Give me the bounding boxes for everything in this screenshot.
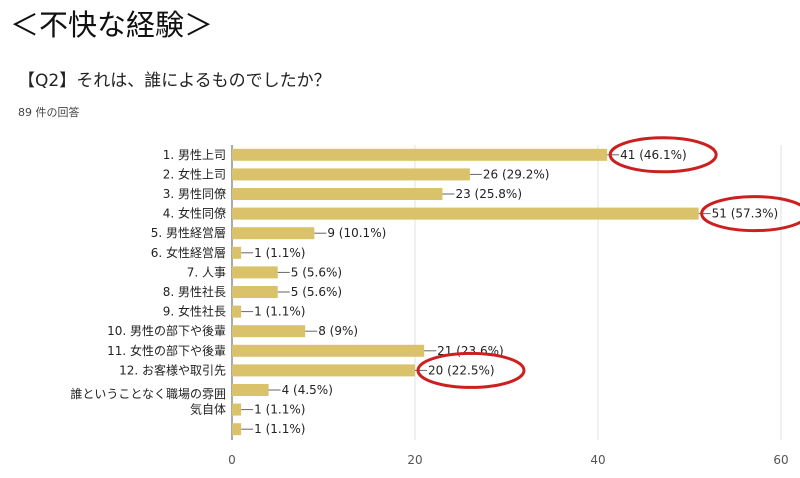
highlight-ellipse (700, 195, 800, 233)
bar (232, 344, 425, 357)
data-label: 41 (46.1%) (620, 148, 687, 162)
data-label: 1 (1.1%) (254, 422, 305, 436)
category-label: 2. 女性上司 (163, 166, 226, 181)
x-tick-label: 0 (228, 453, 236, 467)
data-label: 8 (9%) (318, 324, 358, 338)
data-label: 1 (1.1%) (254, 403, 305, 417)
bar (232, 325, 306, 338)
category-label: 4. 女性同僚 (163, 206, 226, 221)
page-title: ＜不快な経験＞ (10, 8, 214, 42)
category-label: 8. 男性社長 (163, 284, 226, 299)
bar (232, 188, 443, 200)
data-label: 51 (57.3%) (712, 207, 779, 221)
category-label: 3. 男性同僚 (163, 186, 226, 201)
category-label: 誰ということなく職場の雰囲 (70, 386, 226, 401)
bar (232, 266, 278, 279)
data-label: 20 (22.5%) (428, 363, 495, 377)
x-tick-label: 20 (407, 453, 422, 467)
category-label: 気自体 (190, 402, 226, 417)
bar (232, 384, 269, 396)
bar (232, 364, 415, 377)
highlight-ellipse (608, 136, 718, 174)
category-label: 5. 男性経営層 (151, 226, 226, 240)
data-label: 1 (1.1%) (254, 246, 305, 260)
category-label: 10. 男性の部下や後輩 (107, 323, 226, 338)
bar (232, 148, 608, 161)
bar (232, 423, 242, 436)
data-label: 1 (1.1%) (254, 305, 305, 319)
highlight-ellipse (416, 351, 526, 389)
category-label: 6. 女性経営層 (151, 245, 226, 260)
category-label: 1. 男性上司 (163, 148, 226, 162)
bar (232, 286, 278, 298)
data-label: 9 (10.1%) (327, 226, 386, 240)
question-title: 【Q2】それは、誰によるものでしたか？ (18, 71, 331, 91)
x-tick-label: 40 (590, 453, 605, 467)
data-label: 4 (4.5%) (282, 383, 333, 397)
response-count: 89 件の回答 (18, 106, 80, 119)
x-tick-label: 60 (773, 453, 788, 467)
bar (232, 246, 242, 259)
bar (232, 227, 315, 240)
data-label: 5 (5.6%) (291, 265, 342, 279)
bar (232, 305, 242, 318)
category-label: 7. 人事 (187, 265, 226, 279)
data-label: 5 (5.6%) (291, 285, 342, 299)
bar (232, 168, 470, 181)
bar (232, 403, 242, 416)
category-label: 9. 女性社長 (163, 304, 226, 319)
bar (232, 207, 699, 220)
data-label: 23 (25.8%) (455, 187, 522, 201)
data-label: 26 (29.2%) (483, 167, 550, 181)
category-label: 11. 女性の部下や後輩 (107, 343, 226, 358)
category-label: 12. お客様や取引先 (119, 362, 226, 377)
